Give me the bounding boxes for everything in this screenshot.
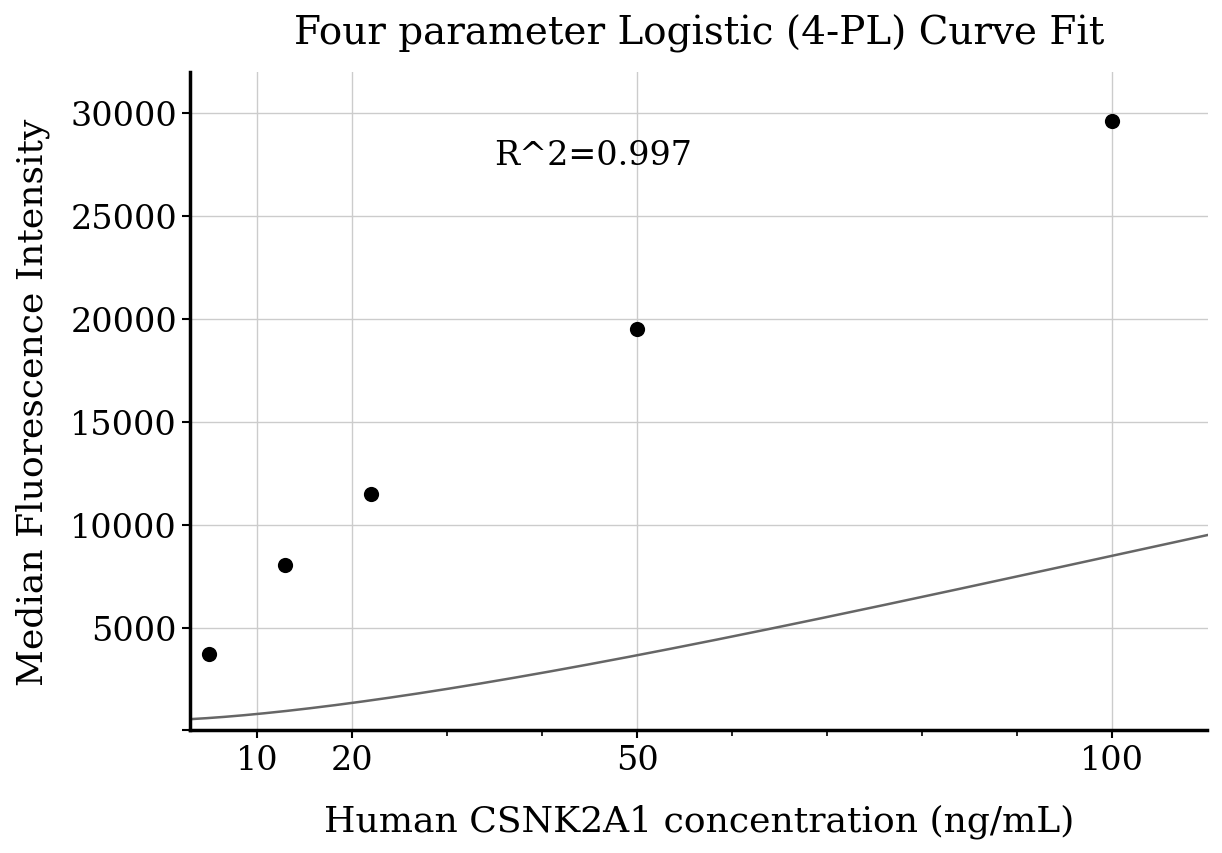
Title: Four parameter Logistic (4-PL) Curve Fit: Four parameter Logistic (4-PL) Curve Fit: [293, 15, 1103, 54]
X-axis label: Human CSNK2A1 concentration (ng/mL): Human CSNK2A1 concentration (ng/mL): [324, 804, 1074, 838]
Point: [199, 647, 219, 661]
Point: [1102, 115, 1122, 129]
Y-axis label: Median Fluorescence Intensity: Median Fluorescence Intensity: [15, 119, 49, 685]
Point: [627, 322, 646, 336]
Point: [275, 558, 295, 572]
Text: R^2=0.997: R^2=0.997: [494, 140, 692, 172]
Point: [360, 487, 380, 501]
